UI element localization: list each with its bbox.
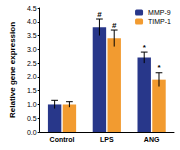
svg-text:LPS: LPS <box>100 136 114 143</box>
svg-text:Relative gene expression: Relative gene expression <box>8 22 17 118</box>
svg-text:#: # <box>97 10 102 19</box>
svg-text:2.5: 2.5 <box>27 60 37 67</box>
svg-text:TIMP-1: TIMP-1 <box>148 18 171 25</box>
svg-text:ANG: ANG <box>144 136 160 143</box>
svg-text:1.5: 1.5 <box>27 87 37 94</box>
svg-text:Control: Control <box>50 136 75 143</box>
svg-text:4.5: 4.5 <box>27 5 37 12</box>
svg-text:0.5: 0.5 <box>27 115 37 122</box>
svg-text:3.0: 3.0 <box>27 46 37 53</box>
svg-text:#: # <box>112 21 117 30</box>
svg-text:1.0: 1.0 <box>27 101 37 108</box>
svg-text:MMP-9: MMP-9 <box>148 9 171 16</box>
svg-text:*: * <box>157 63 161 72</box>
svg-text:*: * <box>143 43 147 52</box>
svg-text:3.5: 3.5 <box>27 32 37 39</box>
svg-text:4.0: 4.0 <box>27 18 37 25</box>
svg-text:2.0: 2.0 <box>27 73 37 80</box>
svg-text:0.0: 0.0 <box>27 129 37 136</box>
